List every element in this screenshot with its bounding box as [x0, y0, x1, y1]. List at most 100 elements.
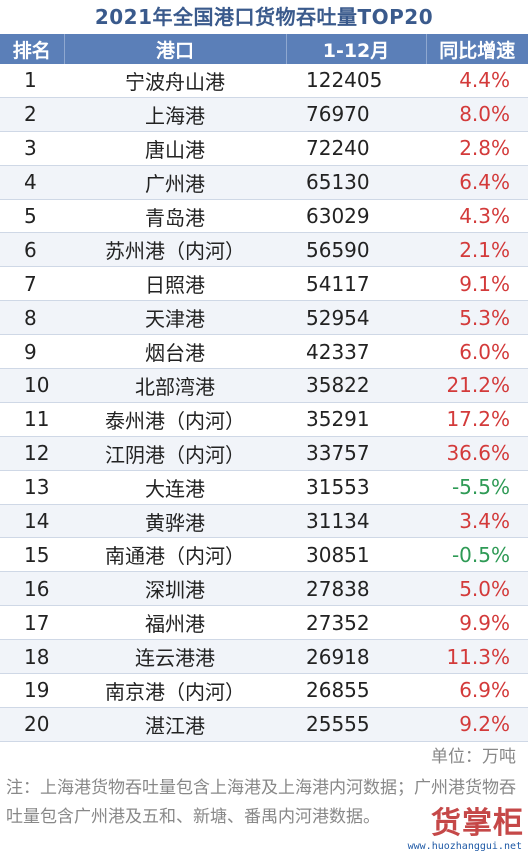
table-row: 4 广州港 65130 6.4%: [0, 165, 528, 200]
table-header-row: 排名 港口 1-12月 同比增速: [0, 34, 528, 64]
volume-cell: 27352: [286, 605, 426, 641]
port-name-cell: 连云港港: [64, 639, 286, 675]
volume-cell: 26855: [286, 673, 426, 708]
growth-cell: 5.3%: [426, 300, 528, 336]
growth-cell: 2.8%: [426, 131, 528, 166]
growth-cell: 2.1%: [426, 232, 528, 268]
table-row: 1 宁波舟山港 122405 4.4%: [0, 64, 528, 98]
volume-cell: 31553: [286, 470, 426, 505]
unit-label: 单位：万吨: [431, 746, 516, 767]
rank-cell: 12: [0, 436, 64, 471]
growth-cell: 6.0%: [426, 334, 528, 370]
growth-cell: 9.2%: [426, 707, 528, 742]
table-row: 6 苏州港（内河） 56590 2.1%: [0, 232, 528, 268]
rank-cell: 8: [0, 300, 64, 336]
table-row: 10 北部湾港 35822 21.2%: [0, 368, 528, 403]
table-row: 5 青岛港 63029 4.3%: [0, 199, 528, 234]
table-row: 18 连云港港 26918 11.3%: [0, 639, 528, 675]
volume-cell: 54117: [286, 266, 426, 302]
port-name-cell: 苏州港（内河）: [64, 232, 286, 268]
port-name-cell: 深圳港: [64, 571, 286, 607]
table-row: 14 黄骅港 31134 3.4%: [0, 504, 528, 539]
volume-cell: 25555: [286, 707, 426, 742]
growth-cell: -0.5%: [426, 537, 528, 573]
rank-cell: 7: [0, 266, 64, 302]
growth-cell: 9.1%: [426, 266, 528, 302]
port-name-cell: 广州港: [64, 165, 286, 200]
table-row: 16 深圳港 27838 5.0%: [0, 571, 528, 607]
rank-cell: 4: [0, 165, 64, 200]
volume-cell: 42337: [286, 334, 426, 370]
footnote: 注：上海港货物吞吐量包含上海港及上海港内河数据；广州港货物吞吐量包含广州港及五和…: [6, 777, 516, 827]
volume-cell: 72240: [286, 131, 426, 166]
header-port: 港口: [64, 34, 287, 64]
header-rank: 排名: [0, 34, 65, 64]
port-name-cell: 北部湾港: [64, 368, 286, 403]
volume-cell: 31134: [286, 504, 426, 539]
header-growth: 同比增速: [426, 34, 528, 64]
volume-cell: 30851: [286, 537, 426, 573]
port-name-cell: 日照港: [64, 266, 286, 302]
growth-cell: 6.9%: [426, 673, 528, 708]
rank-cell: 13: [0, 470, 64, 505]
rank-cell: 3: [0, 131, 64, 166]
volume-cell: 26918: [286, 639, 426, 675]
volume-cell: 35822: [286, 368, 426, 403]
port-name-cell: 江阴港（内河）: [64, 436, 286, 471]
table-title: 2021年全国港口货物吞吐量TOP20: [94, 5, 434, 29]
rank-cell: 10: [0, 368, 64, 403]
port-name-cell: 泰州港（内河）: [64, 402, 286, 437]
volume-cell: 27838: [286, 571, 426, 607]
volume-cell: 65130: [286, 165, 426, 200]
header-volume: 1-12月: [286, 34, 427, 64]
watermark-url: www.huozhanggui.net: [407, 841, 522, 852]
table-row: 20 湛江港 25555 9.2%: [0, 707, 528, 742]
rank-cell: 14: [0, 504, 64, 539]
volume-cell: 33757: [286, 436, 426, 471]
port-name-cell: 宁波舟山港: [64, 64, 286, 98]
growth-cell: -5.5%: [426, 470, 528, 505]
table-row: 13 大连港 31553 -5.5%: [0, 470, 528, 505]
rank-cell: 5: [0, 199, 64, 234]
growth-cell: 9.9%: [426, 605, 528, 641]
port-name-cell: 黄骅港: [64, 504, 286, 539]
table-row: 2 上海港 76970 8.0%: [0, 97, 528, 132]
table-row: 8 天津港 52954 5.3%: [0, 300, 528, 336]
port-name-cell: 天津港: [64, 300, 286, 336]
growth-cell: 36.6%: [426, 436, 528, 471]
table-row: 19 南京港（内河） 26855 6.9%: [0, 673, 528, 708]
table-row: 7 日照港 54117 9.1%: [0, 266, 528, 302]
rank-cell: 11: [0, 402, 64, 437]
growth-cell: 4.4%: [426, 64, 528, 98]
volume-cell: 35291: [286, 402, 426, 437]
table-row: 12 江阴港（内河） 33757 36.6%: [0, 436, 528, 471]
volume-cell: 56590: [286, 232, 426, 268]
table-row: 15 南通港（内河） 30851 -0.5%: [0, 537, 528, 573]
rank-cell: 19: [0, 673, 64, 708]
growth-cell: 8.0%: [426, 97, 528, 132]
rank-cell: 20: [0, 707, 64, 742]
growth-cell: 21.2%: [426, 368, 528, 403]
port-throughput-table: 排名 港口 1-12月 同比增速 1 宁波舟山港 122405 4.4% 2 上海港 769…: [0, 34, 528, 742]
rank-cell: 2: [0, 97, 64, 132]
port-name-cell: 南通港（内河）: [64, 537, 286, 573]
rank-cell: 6: [0, 232, 64, 268]
rank-cell: 17: [0, 605, 64, 641]
table-row: 3 唐山港 72240 2.8%: [0, 131, 528, 166]
port-name-cell: 烟台港: [64, 334, 286, 370]
rank-cell: 1: [0, 64, 64, 98]
port-name-cell: 福州港: [64, 605, 286, 641]
volume-cell: 63029: [286, 199, 426, 234]
growth-cell: 11.3%: [426, 639, 528, 675]
table-row: 17 福州港 27352 9.9%: [0, 605, 528, 641]
rank-cell: 18: [0, 639, 64, 675]
growth-cell: 5.0%: [426, 571, 528, 607]
rank-cell: 9: [0, 334, 64, 370]
volume-cell: 76970: [286, 97, 426, 132]
rank-cell: 15: [0, 537, 64, 573]
volume-cell: 52954: [286, 300, 426, 336]
port-name-cell: 大连港: [64, 470, 286, 505]
growth-cell: 3.4%: [426, 504, 528, 539]
port-name-cell: 唐山港: [64, 131, 286, 166]
volume-cell: 122405: [286, 64, 426, 98]
